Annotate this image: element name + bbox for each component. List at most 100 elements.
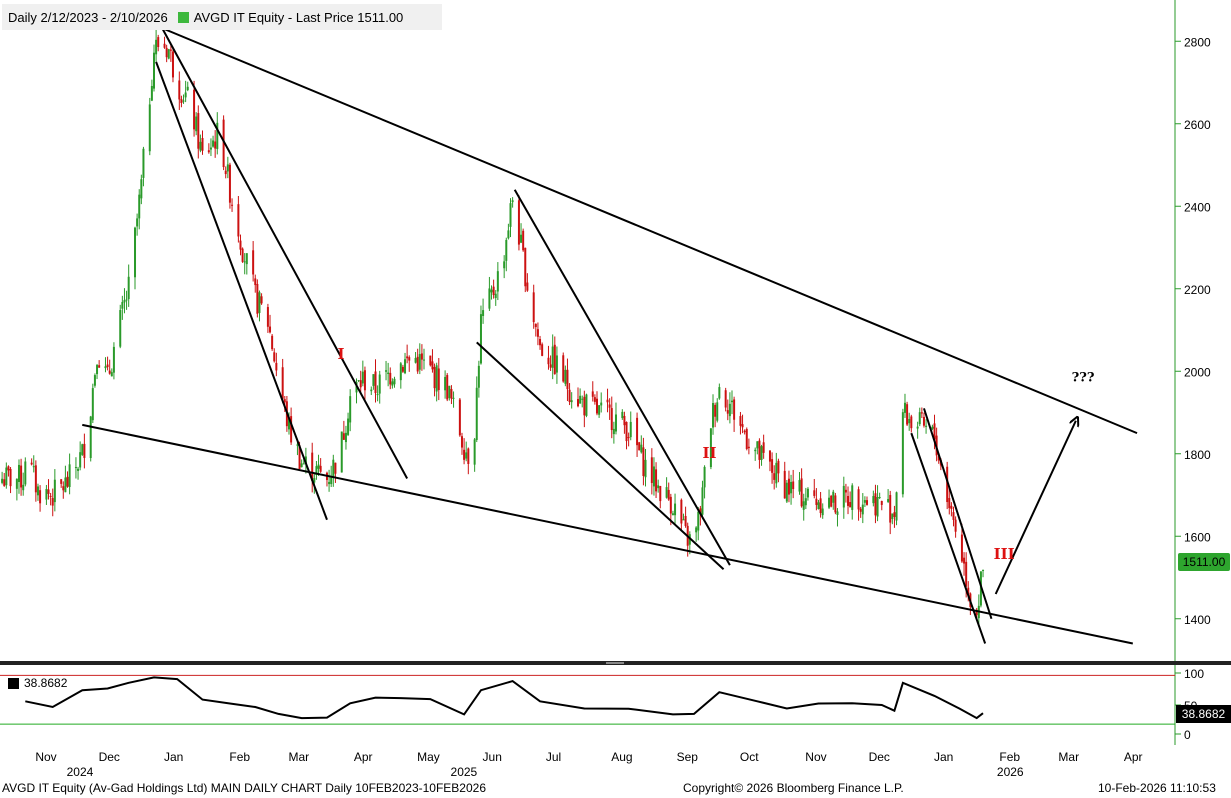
candle-body [640,444,643,453]
candle-body [266,307,269,327]
candle-body [66,476,69,487]
candle-body [53,479,56,503]
candle-body [112,346,115,373]
candle-body [184,92,187,98]
candle-body [311,452,314,481]
candle-body [600,402,603,406]
candle-body [125,299,128,301]
candle-body [32,466,35,468]
candle-body [121,301,124,309]
candle-body [77,468,80,471]
candle-body [157,37,160,48]
candle-body [302,463,305,465]
candle-body [245,253,248,265]
candle-body [665,487,668,498]
candle-body [509,203,512,227]
candle-body [152,52,155,89]
candle-body [593,397,596,402]
candle-body [745,429,748,450]
candle-body [965,561,968,587]
candle-body [45,488,48,500]
candle-body [549,364,552,368]
candle-body [431,361,434,370]
candle-body [214,141,217,149]
candle-body [281,367,284,399]
candle-body [591,391,594,397]
candle-body [703,466,706,488]
candle-body [627,437,630,439]
candle-body [511,200,514,203]
candle-body [657,485,660,489]
candle-body [785,482,788,502]
candle-body [74,467,77,469]
candle-body [108,370,111,374]
candle-body [659,486,662,502]
footer-timestamp: 10-Feb-2026 11:10:53 [1098,781,1216,795]
candle-body [224,170,227,175]
candle-body [830,495,833,507]
candle-body [68,464,71,488]
candle-body [435,365,438,392]
candle-body [30,462,33,465]
candle-body [503,261,506,269]
candle-body [450,388,453,399]
candle-body [787,478,790,495]
candle-body [568,389,571,402]
candle-body [916,426,919,429]
candle-body [423,359,426,361]
candle-body [467,448,470,464]
annotation-label: II [702,444,716,462]
candle-body [612,428,615,435]
month-label: Jan [164,750,183,764]
candle-body [418,354,421,370]
candle-body [404,359,407,374]
candle-body [226,164,229,172]
candle-body [212,140,215,147]
month-label: Apr [354,750,373,764]
candle-body [922,416,925,426]
annotation-label: III [994,545,1015,563]
candle-body [370,389,373,392]
candle-body [319,465,322,472]
candle-body [859,508,862,512]
footer-description: AVGD IT Equity (Av-Gad Holdings Ltd) MAI… [2,781,486,795]
candle-body [539,338,542,346]
candle-body [762,442,765,453]
trendline [155,61,328,521]
candle-body [621,411,624,419]
candle-body [887,499,890,502]
candle-body [777,460,780,474]
candle-body [393,378,396,385]
candle-body [832,491,835,503]
candle-body [490,289,493,293]
candle-body [595,398,598,414]
candle-body [258,292,261,313]
month-label: Dec [99,750,120,764]
candle-body [963,557,966,564]
candle-body [106,364,109,368]
candle-body [334,462,337,474]
candle-body [920,412,923,414]
candle-body [429,355,432,366]
candle-body [534,323,537,328]
candle-body [804,498,807,506]
candle-body [908,418,911,424]
candle-body [585,394,588,416]
candle-body [817,502,820,510]
candle-body [60,479,63,484]
trendline [910,432,987,644]
candle-body [300,463,303,468]
candle-body [754,449,757,452]
candle-body [446,375,449,400]
candle-body [726,410,729,414]
candle-body [180,99,183,103]
candle-body [20,465,23,488]
candle-body [98,365,101,368]
candle-body [834,495,837,513]
candle-body [96,365,99,375]
candle-body [239,240,242,250]
date-axis: Nov Dec Jan Feb Mar Apr May Jun Jul Aug Sep Oct Nov D… [35,750,1142,779]
candle-body [363,370,366,391]
candle-body [844,489,847,493]
